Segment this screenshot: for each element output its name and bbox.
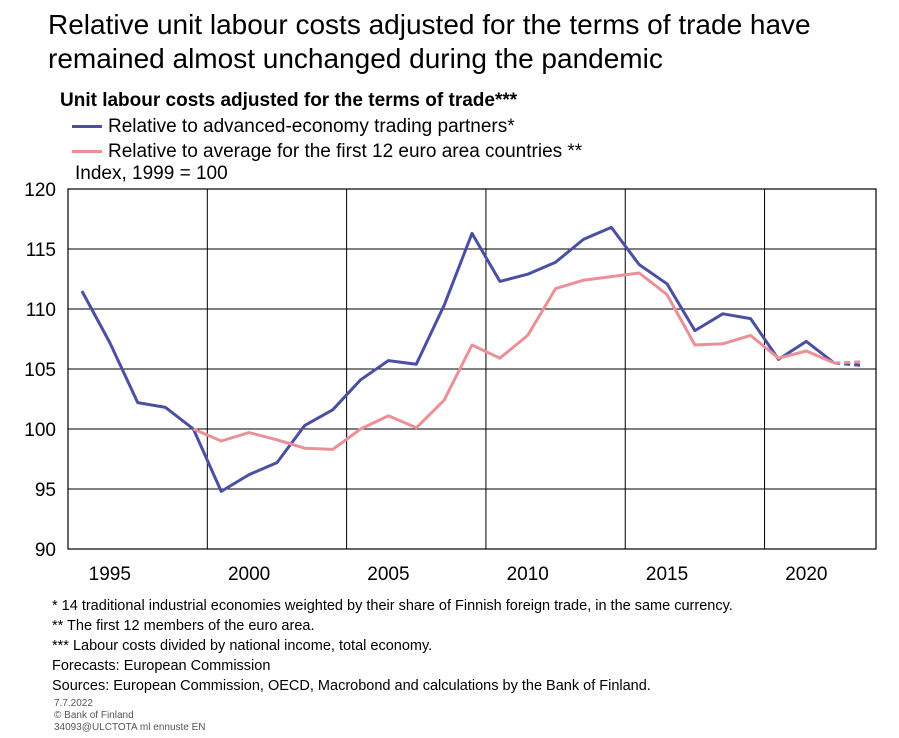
x-tick-label: 2020 [785, 564, 827, 585]
legend-swatch-pink [72, 150, 102, 153]
legend-label: Relative to average for the first 12 eur… [108, 140, 583, 162]
chart-legend: Relative to advanced-economy trading par… [72, 114, 582, 164]
footnote: *** Labour costs divided by national inc… [52, 638, 433, 654]
y-tick-label: 95 [35, 480, 56, 501]
footnotes: * 14 traditional industrial economies we… [52, 596, 733, 696]
x-tick-label: 2010 [507, 564, 549, 585]
y-tick-label: 105 [24, 360, 56, 381]
legend-item-advanced-economies: Relative to advanced-economy trading par… [72, 114, 582, 139]
chart-meta: 7.7.2022 © Bank of Finland 34093@ULCTOTA… [54, 698, 206, 734]
legend-label: Relative to advanced-economy trading par… [108, 115, 515, 137]
y-tick-label: 100 [24, 420, 56, 441]
line-chart: 90 95 100 105 110 115 120 1995 2000 2005 2010 2015 2… [24, 180, 877, 585]
y-tick-label: 115 [26, 240, 56, 261]
y-axis-unit-label: Index, 1999 = 100 [75, 163, 228, 184]
chart-title: Unit labour costs adjusted for the terms… [60, 90, 518, 111]
plot-frame [67, 188, 877, 550]
x-tick-label: 1995 [89, 564, 131, 585]
series-line-euro-area [192, 271, 835, 451]
page-title: Relative unit labour costs adjusted for … [48, 9, 811, 74]
series-line-advanced-economies [80, 225, 836, 493]
footnote: * 14 traditional industrial economies we… [52, 598, 733, 614]
chart-code: 34093@ULCTOTA ml ennuste EN [54, 722, 206, 733]
x-tick-label: 2005 [367, 564, 409, 585]
footnote: Forecasts: European Commission [52, 658, 271, 674]
footnote: ** The first 12 members of the euro area… [52, 618, 315, 634]
y-tick-label: 110 [26, 300, 56, 321]
publication-date: 7.7.2022 [54, 698, 93, 709]
x-tick-label: 2000 [228, 564, 270, 585]
x-tick-label: 2015 [646, 564, 688, 585]
y-tick-label: 90 [35, 540, 56, 561]
footnote: Sources: European Commission, OECD, Macr… [52, 678, 651, 694]
series-forecast-euro-area [834, 360, 863, 365]
copyright: © Bank of Finland [54, 710, 134, 721]
legend-swatch-blue [72, 125, 102, 128]
legend-item-euro-area: Relative to average for the first 12 eur… [72, 139, 582, 164]
y-tick-label: 120 [24, 180, 56, 201]
